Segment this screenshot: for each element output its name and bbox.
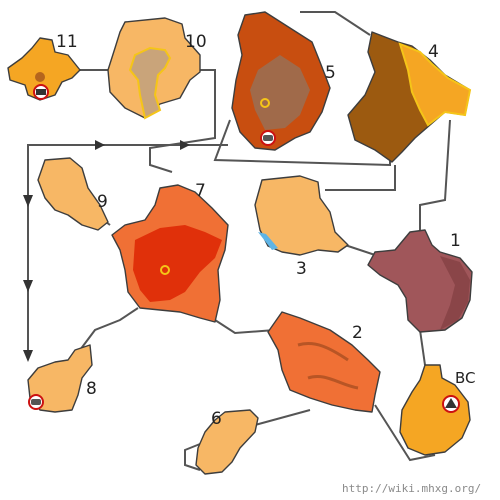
area-11-marker bbox=[35, 72, 45, 82]
area-4[interactable]: 4 bbox=[347, 31, 472, 163]
area-5-inner bbox=[250, 55, 310, 130]
area-4-shape bbox=[347, 31, 471, 163]
area-4-inner bbox=[398, 42, 472, 127]
area-3-water bbox=[258, 232, 278, 250]
area-10[interactable]: 10 bbox=[107, 17, 207, 120]
area-2-label: 2 bbox=[352, 323, 363, 343]
area-3-label: 3 bbox=[296, 259, 307, 279]
area-7[interactable]: 7 bbox=[111, 181, 229, 323]
area-base-camp[interactable]: BC bbox=[399, 364, 476, 456]
area-base-camp-label: BC bbox=[455, 369, 476, 387]
area-7-label: 7 bbox=[195, 181, 206, 201]
area-base-camp-shape bbox=[399, 364, 471, 456]
arrow-icon bbox=[95, 140, 105, 150]
area-8-shape bbox=[27, 344, 93, 413]
camp-icon bbox=[33, 84, 49, 100]
area-1-inner bbox=[440, 256, 470, 330]
area-3[interactable]: 3 bbox=[254, 175, 349, 279]
area-6-shape bbox=[195, 409, 259, 475]
area-1[interactable]: 1 bbox=[367, 229, 473, 333]
arrow-icon bbox=[23, 280, 33, 292]
area-1-shape bbox=[367, 229, 473, 333]
area-11[interactable]: 11 bbox=[7, 32, 81, 101]
area-9-label: 9 bbox=[97, 192, 108, 212]
area-5-marker bbox=[260, 98, 270, 108]
area-6[interactable]: 6 bbox=[195, 409, 259, 475]
area-2-ridge bbox=[297, 342, 349, 362]
arrow-icon bbox=[23, 195, 33, 207]
area-1-label: 1 bbox=[450, 231, 461, 251]
area-7-inner bbox=[133, 225, 222, 302]
credit-link[interactable]: http://wiki.mhxg.org/ bbox=[342, 482, 481, 495]
arrow-icon bbox=[180, 140, 190, 150]
pickaxe-icon bbox=[260, 130, 276, 146]
area-5[interactable]: 5 bbox=[231, 11, 336, 151]
area-8[interactable]: 8 bbox=[27, 344, 97, 413]
camp-icon bbox=[442, 395, 460, 413]
pickaxe-icon bbox=[28, 394, 44, 410]
area-9[interactable]: 9 bbox=[37, 157, 109, 231]
area-9-shape bbox=[37, 157, 109, 231]
area-7-marker bbox=[160, 265, 170, 275]
area-8-label: 8 bbox=[86, 379, 97, 399]
area-10-inner bbox=[128, 46, 172, 120]
area-10-label: 10 bbox=[185, 32, 207, 52]
area-2-shape bbox=[267, 311, 381, 413]
area-2-ridge-lower bbox=[307, 375, 359, 390]
area-6-label: 6 bbox=[211, 409, 222, 429]
drop-arrows bbox=[23, 140, 228, 362]
area-4-label: 4 bbox=[428, 42, 439, 62]
area-11-shape bbox=[7, 37, 81, 101]
area-2[interactable]: 2 bbox=[267, 311, 381, 413]
area-11-label: 11 bbox=[56, 32, 78, 52]
arrow-icon bbox=[23, 350, 33, 362]
area-5-label: 5 bbox=[325, 63, 336, 83]
